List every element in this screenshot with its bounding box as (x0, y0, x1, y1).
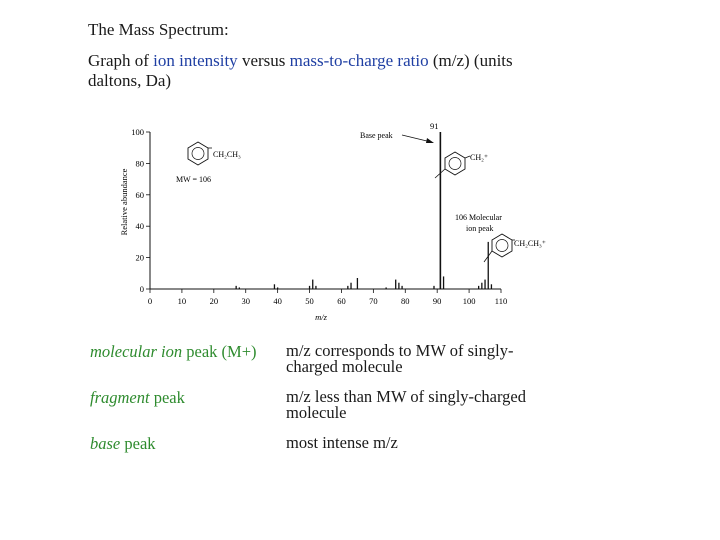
desc-line-1: m/z corresponds to MW of singly- (286, 341, 514, 360)
x-tick-label: 90 (433, 296, 442, 306)
desc-line-2: molecule (286, 403, 347, 422)
term-italic: fragment (90, 388, 150, 407)
molecular-ion-label-2: ion peak (466, 224, 493, 233)
subtitle-keyword-ion-intensity: ion intensity (153, 51, 238, 70)
term-rest: peak (149, 388, 185, 407)
slide-subtitle: Graph of ion intensity versus mass-to-ch… (88, 51, 558, 91)
y-tick-label: 100 (131, 127, 144, 137)
molecular-weight-label: MW = 106 (176, 175, 211, 184)
term-italic: base (90, 434, 121, 453)
y-axis-label: Relative abundance (119, 168, 129, 235)
desc-line-1: m/z less than MW of singly-charged (286, 387, 526, 406)
plot-area: 0 20 40 60 80 100 0 10 20 30 40 50 60 70 80 90 100 110 (131, 127, 507, 306)
subtitle-text-3: (m/z) (units daltons, Da) (88, 51, 513, 90)
molecular-ion-label-1: 106 Molecular (455, 213, 502, 222)
desc-line-1: most intense m/z (286, 433, 398, 452)
desc-molecular-ion: m/z corresponds to MW of singly-charged … (286, 341, 586, 376)
x-tick-label: 0 (148, 296, 152, 306)
term-italic: molecular ion (90, 342, 183, 361)
base-peak-arrow (401, 134, 432, 143)
subtitle-text-2: versus (237, 51, 290, 70)
y-tick-label: 40 (136, 221, 145, 231)
benzyl-pointer (434, 168, 446, 179)
y-tick-label: 0 (140, 284, 144, 294)
ch2ch3-plus-label: CH₂CH₃⁺ (514, 239, 546, 248)
term-molecular-ion: molecular ion peak (M+) (90, 342, 257, 362)
y-tick-label: 60 (136, 190, 145, 200)
term-rest: peak (M+) (182, 342, 257, 361)
desc-fragment: m/z less than MW of singly-charged molecu… (286, 387, 586, 422)
desc-base: most intense m/z (286, 433, 586, 452)
ch2-plus-label: CH₂⁺ (470, 153, 488, 162)
x-tick-label: 60 (337, 296, 346, 306)
benzyl-cation-structure: CH₂⁺ (444, 151, 488, 176)
mass-spectrum-chart: 0 20 40 60 80 100 0 10 20 30 40 50 60 70 80 90 100 110 Re… (119, 121, 546, 322)
desc-line-2: charged molecule (286, 357, 403, 376)
subtitle-keyword-mass-to-charge: mass-to-charge ratio (289, 51, 429, 70)
ethylbenzene-cation-structure: CH₂CH₃⁺ (491, 233, 546, 258)
term-base: base peak (90, 434, 156, 454)
slide-title: The Mass Spectrum: (88, 20, 229, 39)
x-tick-label: 100 (463, 296, 476, 306)
base-peak-label: Base peak (360, 131, 393, 140)
x-tick-label: 20 (210, 296, 219, 306)
compound-substituent: CH₂CH₃ (213, 150, 241, 159)
y-tick-label: 20 (136, 253, 145, 263)
x-tick-label: 70 (369, 296, 378, 306)
subtitle-text-1: Graph of (88, 51, 154, 70)
ethylbenzene-structure: CH₂CH₃ MW = 106 (176, 141, 241, 184)
x-tick-label: 30 (241, 296, 250, 306)
x-tick-label: 50 (305, 296, 314, 306)
x-tick-label: 10 (178, 296, 187, 306)
y-tick-label: 80 (136, 158, 145, 168)
x-tick-label: 40 (273, 296, 282, 306)
molecular-ion-pointer (483, 250, 493, 263)
term-rest: peak (120, 434, 156, 453)
x-tick-label: 80 (401, 296, 410, 306)
term-fragment: fragment peak (90, 388, 185, 408)
x-tick-label: 110 (495, 296, 507, 306)
base-peak-value: 91 (430, 121, 439, 131)
base-peak-arrowhead (426, 138, 434, 143)
x-axis-label: m/z (315, 312, 328, 322)
